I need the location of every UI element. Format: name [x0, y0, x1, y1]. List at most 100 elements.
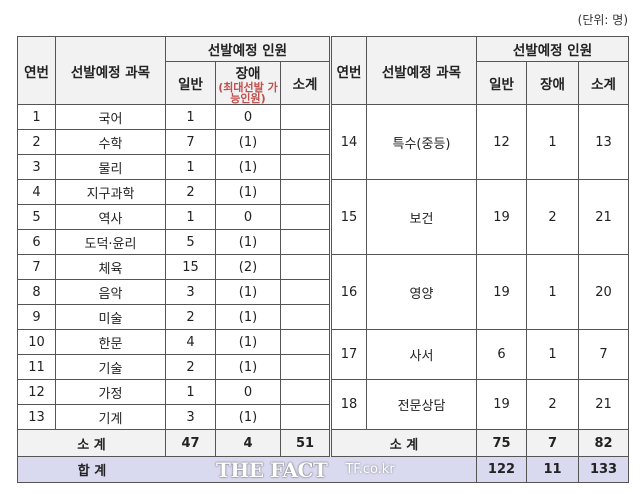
left-subtotal-general: 47	[165, 429, 216, 457]
row-no: 11	[17, 354, 56, 380]
row-subtotal	[280, 154, 332, 180]
row-subtotal: 21	[577, 179, 630, 255]
total-subtotal: 133	[577, 456, 630, 483]
left-subtotal-disabled: 4	[215, 429, 281, 457]
row-disabled: (1)	[215, 404, 281, 430]
row-subtotal: 13	[577, 104, 630, 180]
row-disabled: (1)	[215, 229, 281, 255]
row-no: 14	[330, 104, 367, 180]
table-row: 3 물리 1 (1)	[17, 154, 629, 180]
left-subtotal-total: 51	[280, 429, 332, 457]
row-subject: 영양	[366, 254, 477, 330]
table-row: 12 가정 1 0 18 전문상담 19 2 21	[17, 379, 630, 430]
row-subject: 물리	[55, 154, 166, 180]
row-subject: 특수(중등)	[366, 104, 477, 180]
row-subtotal: 20	[577, 254, 630, 330]
row-disabled: 1	[526, 329, 579, 380]
row-disabled: (1)	[215, 329, 281, 355]
row-subject: 보건	[366, 179, 477, 255]
row-disabled: 0	[215, 104, 281, 130]
subtotal-row: 소 계 47 4 51 소 계 75 7 82	[17, 429, 630, 457]
row-no: 5	[17, 204, 56, 230]
row-no: 2	[17, 129, 56, 155]
row-disabled: (2)	[215, 254, 281, 280]
row-general: 3	[165, 404, 216, 430]
row-subtotal	[280, 104, 332, 130]
row-subtotal	[280, 129, 332, 155]
row-general: 3	[165, 279, 216, 305]
row-general: 6	[476, 329, 527, 380]
row-no: 1	[17, 104, 56, 130]
table-row: 4 지구과학 2 (1) 15 보건 19 2 21	[17, 179, 630, 255]
header-disabled-label: 장애	[235, 66, 261, 82]
row-subject: 음악	[55, 279, 166, 305]
row-subtotal	[280, 179, 332, 205]
row-subtotal	[280, 279, 332, 305]
row-subject: 미술	[55, 304, 166, 330]
table-row: 7 체육 15 (2) 16 영양 19 1 20	[17, 254, 630, 330]
unit-label: (단위: 명)	[577, 13, 628, 27]
header-no: 연번	[330, 36, 367, 105]
row-no: 7	[17, 254, 56, 280]
row-subject: 한문	[55, 329, 166, 355]
row-subject: 전문상담	[366, 379, 477, 430]
header-general: 일반	[165, 61, 216, 105]
row-no: 9	[17, 304, 56, 330]
row-general: 1	[165, 104, 216, 130]
row-subtotal	[280, 254, 332, 280]
right-subtotal-disabled: 7	[526, 429, 579, 457]
row-general: 1	[165, 154, 216, 180]
row-no: 16	[330, 254, 367, 330]
table-row: 6 도덕·윤리 5 (1)	[17, 229, 629, 255]
row-general: 5	[165, 229, 216, 255]
row-general: 2	[165, 354, 216, 380]
row-subject: 역사	[55, 204, 166, 230]
row-subtotal	[280, 304, 332, 330]
row-no: 12	[17, 379, 56, 405]
row-disabled: 1	[526, 104, 579, 180]
total-label-cell: 합 계 THE FACT TF.co.kr	[17, 456, 477, 483]
right-subtotal-label: 소 계	[330, 429, 477, 457]
row-subject: 도덕·윤리	[55, 229, 166, 255]
row-subject: 기계	[55, 404, 166, 430]
table-row: 11 기술 2 (1)	[17, 354, 629, 380]
table-row: 2 수학 7 (1)	[17, 129, 629, 155]
row-subtotal	[280, 354, 332, 380]
row-subject: 사서	[366, 329, 477, 380]
header-no: 연번	[17, 36, 56, 105]
header-disabled-note: (최대선발 가능인원)	[218, 81, 278, 105]
header-subtotal: 소계	[280, 61, 332, 105]
row-subtotal	[280, 379, 332, 405]
row-general: 7	[165, 129, 216, 155]
row-subtotal	[280, 404, 332, 430]
row-general: 19	[476, 179, 527, 255]
right-subtotal-total: 82	[577, 429, 630, 457]
table-row: 10 한문 4 (1) 17 사서 6 1 7	[17, 329, 630, 380]
row-no: 6	[17, 229, 56, 255]
table-row: 5 역사 1 0	[17, 204, 629, 230]
row-disabled: (1)	[215, 304, 281, 330]
row-subject: 지구과학	[55, 179, 166, 205]
header-disabled: 장애 (최대선발 가능인원)	[215, 61, 281, 105]
watermark-logo: THE FACT	[216, 457, 328, 482]
row-subtotal	[280, 229, 332, 255]
total-label-wrap: 합 계 THE FACT TF.co.kr	[18, 457, 476, 482]
header-subtotal: 소계	[577, 61, 630, 105]
row-general: 1	[165, 379, 216, 405]
row-subtotal	[280, 204, 332, 230]
row-no: 15	[330, 179, 367, 255]
left-subtotal-label: 소 계	[17, 429, 166, 457]
row-disabled: (1)	[215, 279, 281, 305]
right-subtotal-general: 75	[476, 429, 527, 457]
row-disabled: (1)	[215, 154, 281, 180]
row-subject: 체육	[55, 254, 166, 280]
total-row: 합 계 THE FACT TF.co.kr 122 11 133	[17, 456, 630, 483]
row-general: 4	[165, 329, 216, 355]
row-disabled: 0	[215, 204, 281, 230]
row-no: 17	[330, 329, 367, 380]
row-general: 19	[476, 254, 527, 330]
row-disabled: (1)	[215, 354, 281, 380]
row-general: 15	[165, 254, 216, 280]
row-no: 8	[17, 279, 56, 305]
row-disabled: 2	[526, 179, 579, 255]
